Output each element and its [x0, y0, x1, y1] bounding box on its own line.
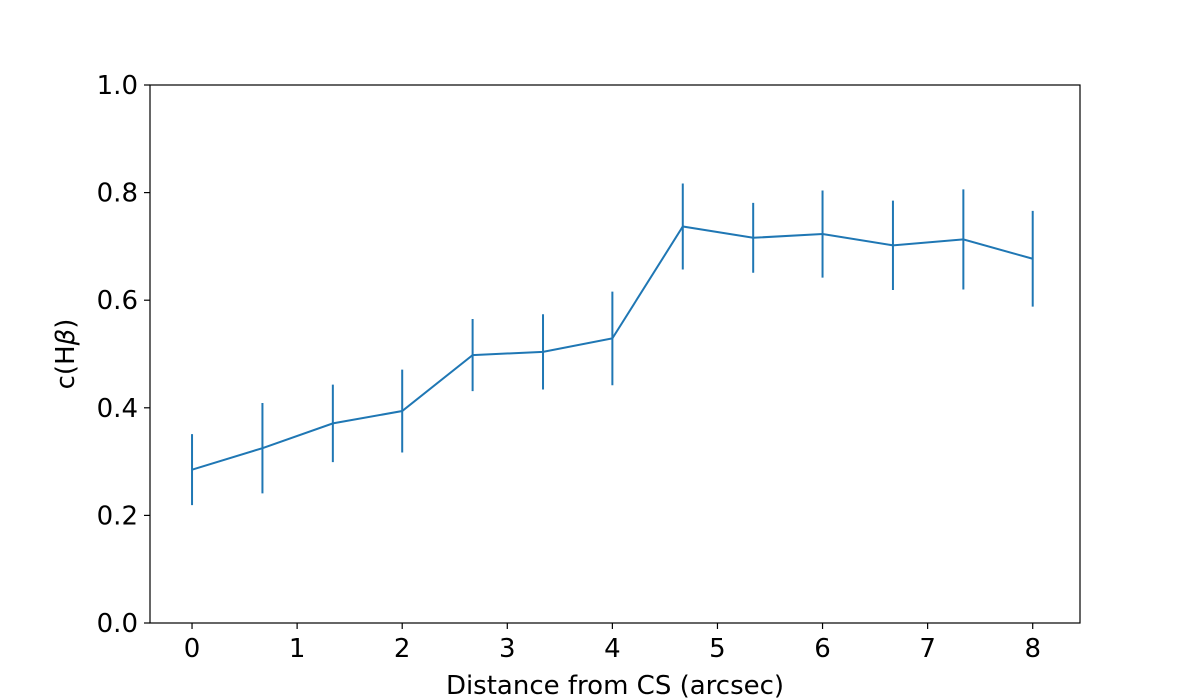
x-tick-label: 3: [499, 634, 516, 664]
plot-frame: [149, 84, 1081, 624]
y-axis-label-close: ): [51, 319, 81, 329]
x-tick-label: 2: [394, 634, 411, 664]
x-tick-label: 0: [184, 634, 201, 664]
plot-layer: [191, 183, 1034, 506]
x-tick-label: 7: [919, 634, 936, 664]
x-tick-label: 4: [604, 634, 621, 664]
x-axis: 0 1 2 3 4 5 6 7 8: [184, 623, 1041, 664]
y-tick-label: 0.0: [97, 609, 138, 639]
x-tick-label: 8: [1024, 634, 1041, 664]
x-axis-label: Distance from CS (arcsec): [446, 671, 784, 700]
y-axis: 0.0 0.2 0.4 0.6 0.8 1.0: [97, 71, 150, 639]
y-tick-label: 1.0: [97, 71, 138, 101]
x-tick-label: 6: [814, 634, 831, 664]
y-tick-label: 0.4: [97, 394, 138, 424]
x-tick-label: 5: [709, 634, 726, 664]
y-tick-label: 0.6: [97, 286, 138, 316]
y-axis-label-main: c(H: [51, 345, 81, 389]
y-tick-label: 0.8: [97, 179, 138, 209]
x-tick-label: 1: [289, 634, 306, 664]
y-tick-label: 0.2: [97, 501, 138, 531]
y-axis-label-symbol: β: [51, 329, 81, 347]
y-axis-label: c(Hβ): [51, 319, 81, 390]
